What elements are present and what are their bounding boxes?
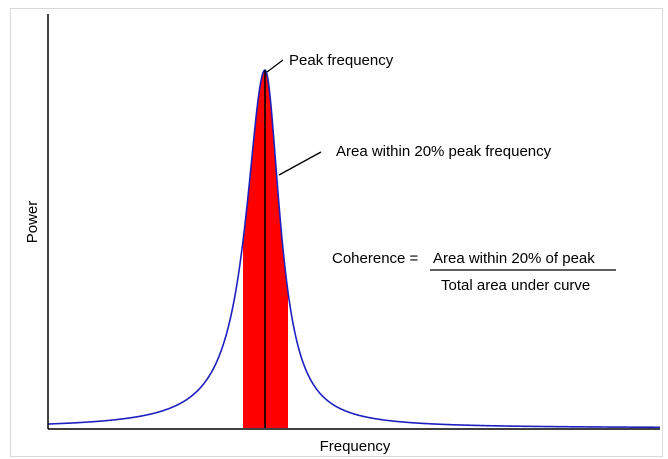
area-leader-line xyxy=(278,151,322,176)
formula-lhs: Coherence = xyxy=(332,250,419,267)
image-border xyxy=(10,8,663,457)
formula-numerator: Area within 20% of peak xyxy=(433,250,595,267)
peak-leader-line xyxy=(266,59,284,73)
area-annotation: Area within 20% peak frequency xyxy=(336,143,552,160)
y-axis-label: Power xyxy=(24,201,41,244)
formula-denominator: Total area under curve xyxy=(441,277,590,294)
spectrum-curve xyxy=(47,68,661,429)
peak-annotation: Peak frequency xyxy=(289,52,394,69)
x-axis-label: Frequency xyxy=(320,438,391,455)
